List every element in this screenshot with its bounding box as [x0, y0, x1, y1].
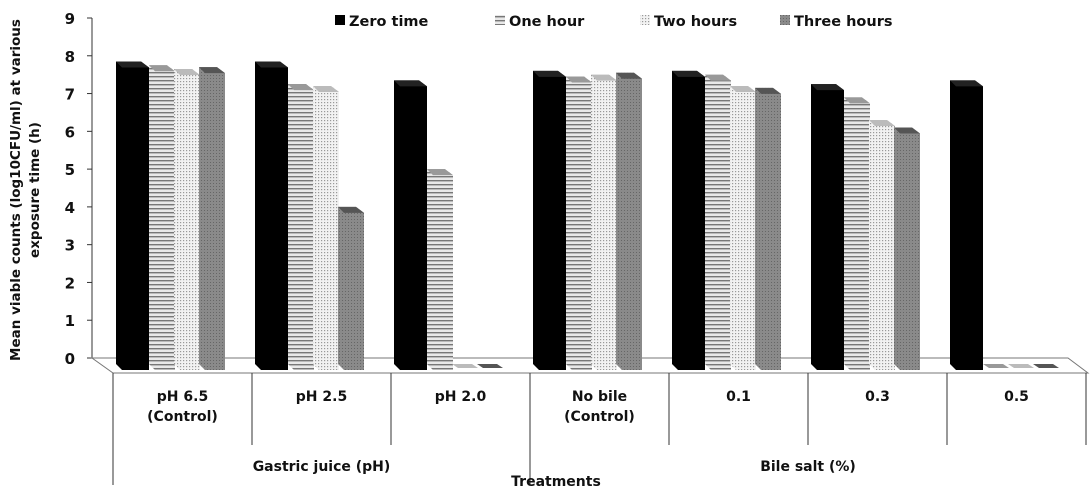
bar-top — [869, 120, 895, 126]
y-axis-label-line: Mean viable counts (log10CFU/ml) at vari… — [8, 19, 24, 361]
legend-swatch — [495, 15, 505, 25]
bar-zero — [452, 364, 478, 368]
y-axis-label: Mean viable counts (log10CFU/ml) at vari… — [8, 19, 43, 361]
bar-zero-time — [950, 80, 983, 370]
bar-top — [730, 86, 756, 92]
category-label: (Control) — [147, 409, 218, 425]
category-label: pH 2.5 — [296, 389, 347, 405]
category-label: pH 6.5 — [157, 389, 208, 405]
legend-swatch — [335, 15, 345, 25]
legend-label: Three hours — [794, 14, 892, 30]
bar-zero-time — [394, 80, 427, 370]
bar-three-hours — [616, 72, 642, 371]
bar-top — [844, 97, 870, 104]
bar-zero — [983, 364, 1009, 368]
bar-three-hours — [894, 127, 920, 370]
bar-two-hours — [313, 86, 339, 370]
legend-label: Two hours — [654, 14, 737, 30]
bar-two-hours — [869, 120, 895, 370]
bar-one-hour — [427, 169, 453, 370]
y-tick-label: 9 — [65, 10, 75, 28]
category-label: pH 2.0 — [435, 389, 487, 405]
category-label: 0.1 — [726, 389, 751, 405]
bar-zero — [477, 364, 503, 368]
bar-top — [149, 65, 175, 72]
bar-zero-time — [811, 84, 844, 370]
bar-two-hours — [730, 86, 756, 370]
y-tick-label: 0 — [65, 350, 75, 368]
bar-top — [950, 80, 983, 87]
bar-top — [174, 69, 200, 75]
y-tick-label: 5 — [65, 161, 75, 179]
bar-top — [811, 84, 844, 91]
bar-top — [338, 206, 364, 213]
legend-label: One hour — [509, 14, 585, 30]
bar-top — [394, 80, 427, 87]
bar-three-hours — [338, 206, 364, 370]
bar-one-hour — [288, 84, 314, 370]
bar-one-hour — [149, 65, 175, 370]
category-label: No bile — [572, 389, 627, 405]
category-label: 0.5 — [1004, 389, 1029, 405]
bar-zero — [1033, 364, 1059, 368]
y-tick-label: 4 — [65, 199, 75, 217]
bar-zero-time — [672, 70, 705, 370]
bar-top — [255, 61, 288, 68]
group-label: Gastric juice (pH) — [253, 459, 391, 475]
y-tick-label: 1 — [65, 312, 75, 330]
bar-top — [566, 76, 592, 83]
y-axis-label-line: exposure time (h) — [27, 122, 43, 258]
bar-two-hours — [591, 74, 617, 371]
bar-two-hours — [174, 69, 200, 370]
bar-top — [199, 67, 225, 74]
bar-top — [313, 86, 339, 92]
y-tick-label: 8 — [65, 48, 75, 66]
bar-top — [894, 127, 920, 134]
bar-top — [288, 84, 314, 91]
bar-zero-time — [116, 61, 149, 370]
legend-swatch — [780, 15, 790, 25]
x-axis-label: Treatments — [511, 474, 601, 490]
bar-top — [427, 169, 453, 176]
y-tick-label: 6 — [65, 123, 75, 141]
group-label: Bile salt (%) — [760, 459, 856, 475]
bar-top — [705, 74, 731, 81]
bar-top — [672, 70, 705, 77]
bar-zero-time — [255, 61, 288, 370]
bar-top — [591, 74, 617, 81]
y-tick-label: 7 — [65, 86, 75, 104]
legend-swatch — [640, 15, 650, 25]
y-tick-label: 3 — [65, 237, 75, 255]
bar-top — [755, 87, 781, 94]
y-tick-label: 2 — [65, 274, 75, 292]
category-label: (Control) — [564, 409, 635, 425]
category-label: 0.3 — [865, 389, 890, 405]
bar-three-hours — [755, 87, 781, 370]
bar-top — [533, 70, 566, 77]
bar-zero-time — [533, 70, 566, 370]
bar-three-hours — [199, 67, 225, 370]
bar-one-hour — [566, 76, 592, 371]
bar-zero — [1008, 364, 1034, 368]
bar-top — [616, 72, 642, 79]
bar-one-hour — [844, 97, 870, 370]
bar-one-hour — [705, 74, 731, 371]
bar-top — [116, 61, 149, 68]
legend-label: Zero time — [349, 14, 429, 30]
